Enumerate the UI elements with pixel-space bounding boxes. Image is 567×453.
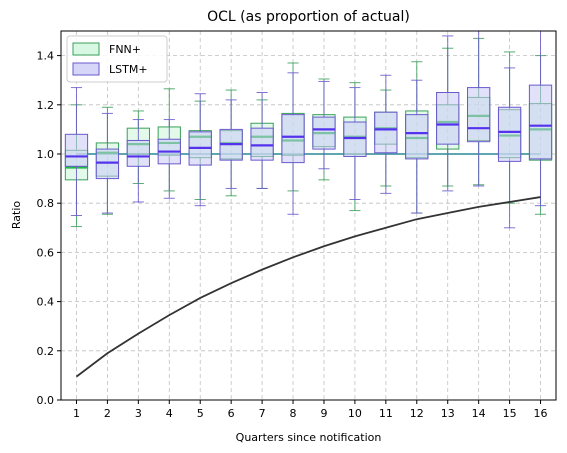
x-tick-label: 2 <box>104 407 111 420</box>
x-tick-label: 12 <box>410 407 424 420</box>
box-lstm-8 <box>281 72 305 215</box>
box-body <box>436 92 460 145</box>
x-tick-label: 5 <box>197 407 204 420</box>
box-lstm-10 <box>343 87 367 201</box>
reference-line-2 <box>75 196 541 378</box>
legend-label-fnn: FNN+ <box>109 43 141 56</box>
x-tick-label: 3 <box>135 407 142 420</box>
legend-label-lstm: LSTM+ <box>109 63 148 76</box>
grid <box>61 31 556 401</box>
box-body <box>374 111 398 154</box>
y-tick-label: 0.2 <box>37 345 55 358</box>
box-lstm-2 <box>95 112 120 214</box>
y-tick-label: 1.4 <box>37 50 55 63</box>
box-body <box>405 114 429 160</box>
box-lstm-16 <box>528 30 553 207</box>
x-tick-label: 10 <box>348 407 362 420</box>
box-lstm-1 <box>64 87 89 216</box>
x-tick-label: 15 <box>503 407 517 420</box>
box-body <box>343 121 367 157</box>
box-lstm-14 <box>467 30 491 187</box>
x-tick-label: 9 <box>320 407 327 420</box>
x-ticks: 1 2 3 4 5 6 7 8 9 10 11 12 13 14 15 16 <box>73 400 548 420</box>
x-tick-label: 1 <box>73 407 80 420</box>
y-tick-label: 0.6 <box>37 246 55 259</box>
box-lstm-9 <box>312 80 336 170</box>
x-tick-label: 4 <box>166 407 173 420</box>
box-lstm-7 <box>250 92 274 189</box>
box-lstm-5 <box>188 93 212 207</box>
box-body <box>528 84 553 160</box>
y-tick-label: 0.0 <box>37 394 55 407</box>
box-body <box>64 133 89 167</box>
x-tick-label: 7 <box>259 407 266 420</box>
reference-curve <box>75 196 541 378</box>
box-lstm-3 <box>126 119 150 203</box>
y-tick-label: 0.8 <box>37 197 55 210</box>
legend-swatch-lstm <box>72 62 100 76</box>
box-body <box>281 114 305 164</box>
box-lstm-15 <box>497 67 522 229</box>
box-lstm-11 <box>374 74 398 194</box>
box-lstm-6 <box>219 99 243 189</box>
box-body <box>250 127 274 161</box>
box-body <box>95 148 120 180</box>
box-body <box>497 106 522 162</box>
y-tick-label: 1.2 <box>37 99 55 112</box>
box-body <box>467 87 491 143</box>
plot-frame <box>60 30 557 401</box>
x-tick-label: 6 <box>228 407 235 420</box>
chart-title: OCL (as proportion of actual) <box>207 9 410 25</box>
x-tick-label: 14 <box>472 407 486 420</box>
x-tick-label: 13 <box>441 407 455 420</box>
x-tick-label: 8 <box>290 407 297 420</box>
x-tick-label: 11 <box>379 407 393 420</box>
x-tick-label: 16 <box>534 407 548 420</box>
box-body <box>312 116 336 150</box>
y-tick-label: 1.0 <box>37 148 55 161</box>
y-ticks: 0.0 0.2 0.4 0.6 0.8 1.0 1.2 1.4 <box>37 50 61 407</box>
box-lstm-4 <box>157 119 181 199</box>
legend: FNN+ LSTM+ <box>66 35 168 83</box>
boxplots <box>64 30 553 229</box>
box-body <box>126 139 150 167</box>
box-lstm-13 <box>436 35 460 192</box>
box-lstm-12 <box>405 79 429 214</box>
y-axis-label: Ratio <box>10 201 23 230</box>
y-tick-label: 0.4 <box>37 296 55 309</box>
legend-swatch-fnn <box>72 42 100 56</box>
x-axis-label: Quarters since notification <box>236 431 382 444</box>
